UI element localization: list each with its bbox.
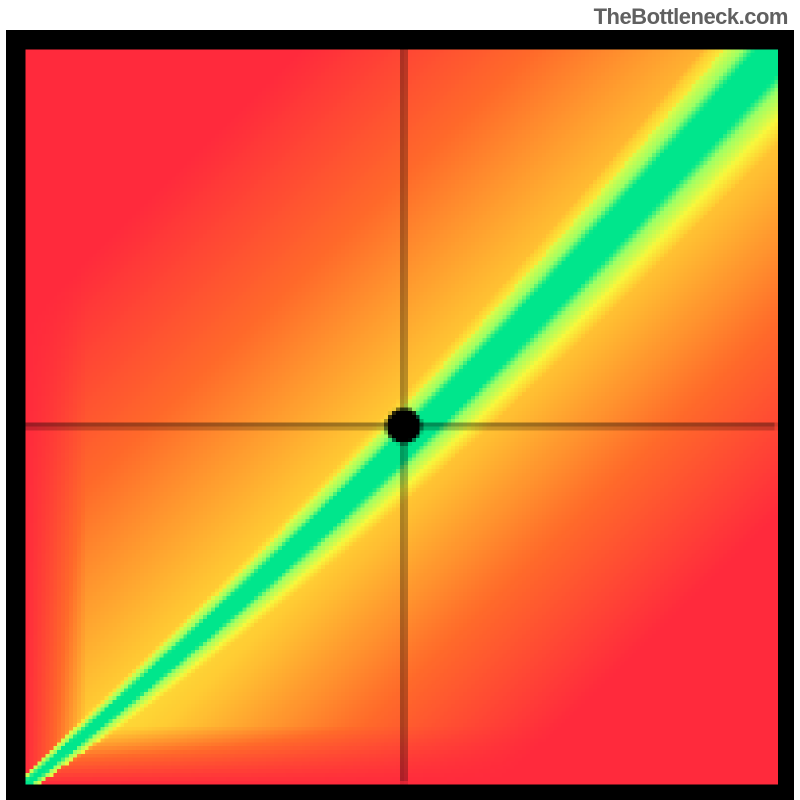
bottleneck-heatmap <box>6 30 794 800</box>
heatmap-canvas <box>6 30 794 800</box>
watermark-text: TheBottleneck.com <box>594 4 788 30</box>
